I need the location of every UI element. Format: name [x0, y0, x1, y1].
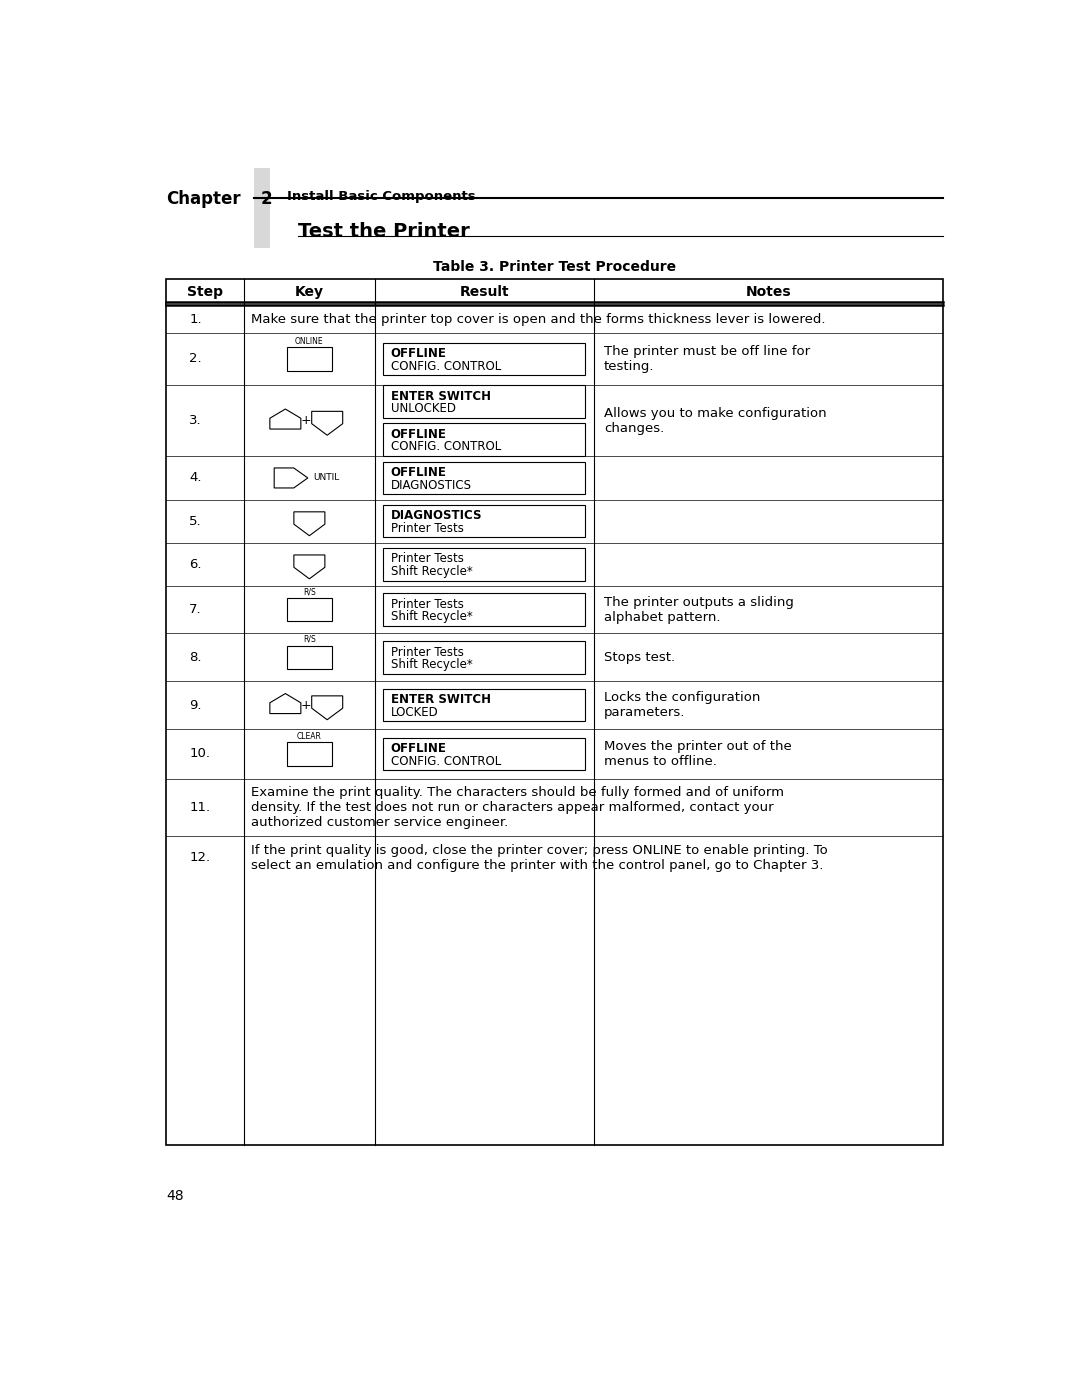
Text: 10.: 10. — [189, 747, 211, 760]
Text: DIAGNOSTICS: DIAGNOSTICS — [391, 479, 472, 492]
Text: +: + — [300, 414, 311, 427]
Bar — [383, 342, 584, 376]
Text: Chapter: Chapter — [166, 190, 241, 208]
Bar — [287, 348, 332, 370]
Text: LOCKED: LOCKED — [391, 705, 438, 719]
Bar — [287, 598, 332, 622]
Bar — [383, 594, 584, 626]
Text: 48: 48 — [166, 1189, 184, 1203]
Text: 9.: 9. — [189, 698, 202, 711]
Polygon shape — [312, 696, 342, 719]
Polygon shape — [294, 511, 325, 535]
Text: ENTER SWITCH: ENTER SWITCH — [391, 693, 490, 707]
Bar — [383, 461, 584, 495]
Text: Allows you to make configuration
changes.: Allows you to make configuration changes… — [604, 407, 826, 434]
Bar — [383, 504, 584, 538]
Text: 5.: 5. — [189, 514, 202, 528]
Bar — [383, 689, 584, 721]
Text: UNTIL: UNTIL — [313, 474, 339, 482]
Text: CONFIG. CONTROL: CONFIG. CONTROL — [391, 754, 501, 768]
Text: CONFIG. CONTROL: CONFIG. CONTROL — [391, 440, 501, 454]
Text: OFFLINE: OFFLINE — [391, 427, 447, 441]
Text: If the print quality is good, close the printer cover; press ONLINE to enable pr: If the print quality is good, close the … — [252, 844, 828, 872]
Text: 6.: 6. — [189, 557, 202, 571]
Bar — [383, 386, 584, 418]
Text: Test the Printer: Test the Printer — [298, 222, 470, 240]
Bar — [287, 742, 332, 766]
Text: 7.: 7. — [189, 604, 202, 616]
Polygon shape — [294, 555, 325, 578]
Text: UNLOCKED: UNLOCKED — [391, 402, 456, 415]
Polygon shape — [312, 411, 342, 436]
Text: 2: 2 — [260, 190, 272, 208]
Text: ENTER SWITCH: ENTER SWITCH — [391, 390, 490, 402]
Text: The printer must be off line for
testing.: The printer must be off line for testing… — [604, 345, 810, 373]
Text: 3.: 3. — [189, 414, 202, 427]
Text: OFFLINE: OFFLINE — [391, 467, 447, 479]
Text: Shift Recycle*: Shift Recycle* — [391, 564, 473, 578]
Text: DIAGNOSTICS: DIAGNOSTICS — [391, 510, 483, 522]
Text: 1.: 1. — [189, 313, 202, 326]
Text: 2.: 2. — [189, 352, 202, 366]
Bar — [254, 168, 270, 249]
Text: Printer Tests: Printer Tests — [391, 522, 463, 535]
Text: ONLINE: ONLINE — [295, 337, 324, 345]
Text: 11.: 11. — [189, 800, 211, 814]
Polygon shape — [270, 409, 301, 429]
Polygon shape — [274, 468, 308, 488]
Bar — [383, 548, 584, 581]
Text: The printer outputs a sliding
alphabet pattern.: The printer outputs a sliding alphabet p… — [604, 595, 794, 623]
Text: CONFIG. CONTROL: CONFIG. CONTROL — [391, 360, 501, 373]
Bar — [383, 738, 584, 770]
Text: Step: Step — [187, 285, 222, 299]
Text: Install Basic Components: Install Basic Components — [287, 190, 475, 203]
Text: Moves the printer out of the
menus to offline.: Moves the printer out of the menus to of… — [604, 740, 792, 768]
Text: 4.: 4. — [189, 471, 202, 485]
Text: R/S: R/S — [303, 587, 315, 597]
Text: OFFLINE: OFFLINE — [391, 348, 447, 360]
Text: Locks the configuration
parameters.: Locks the configuration parameters. — [604, 692, 760, 719]
Text: Notes: Notes — [745, 285, 791, 299]
Polygon shape — [270, 693, 301, 714]
Text: Table 3. Printer Test Procedure: Table 3. Printer Test Procedure — [433, 260, 676, 274]
Text: Printer Tests: Printer Tests — [391, 598, 463, 610]
Text: Shift Recycle*: Shift Recycle* — [391, 610, 473, 623]
Text: OFFLINE: OFFLINE — [391, 742, 447, 756]
Bar — [383, 641, 584, 673]
Text: 8.: 8. — [189, 651, 202, 664]
Text: 12.: 12. — [189, 851, 211, 865]
Text: Examine the print quality. The characters should be fully formed and of uniform
: Examine the print quality. The character… — [252, 787, 784, 828]
Bar — [166, 279, 943, 1144]
Text: R/S: R/S — [303, 634, 315, 644]
Text: Result: Result — [460, 285, 510, 299]
Text: +: + — [300, 698, 311, 711]
Text: Printer Tests: Printer Tests — [391, 552, 463, 566]
Text: CLEAR: CLEAR — [297, 732, 322, 740]
Bar — [383, 423, 584, 455]
Text: Shift Recycle*: Shift Recycle* — [391, 658, 473, 671]
Text: Stops test.: Stops test. — [604, 651, 675, 664]
Bar — [287, 645, 332, 669]
Text: Printer Tests: Printer Tests — [391, 645, 463, 658]
Text: Make sure that the printer top cover is open and the forms thickness lever is lo: Make sure that the printer top cover is … — [252, 313, 826, 326]
Text: Key: Key — [295, 285, 324, 299]
